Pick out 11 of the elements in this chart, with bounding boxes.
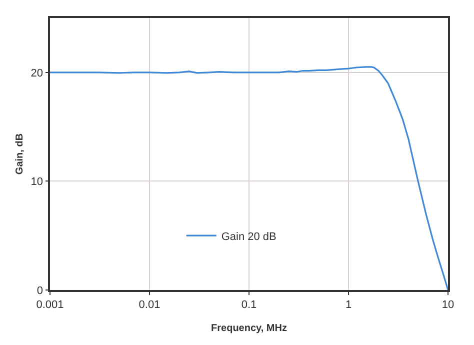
x-axis-title: Frequency, MHz bbox=[211, 322, 287, 334]
x-tick-label: 10 bbox=[442, 298, 454, 311]
y-axis-title: Gain, dB bbox=[14, 133, 26, 175]
x-tick-label: 0.001 bbox=[36, 298, 64, 311]
y-tick-label: 0 bbox=[36, 284, 44, 297]
y-tick-label: 10 bbox=[30, 176, 44, 188]
y-tick-label: 20 bbox=[30, 67, 44, 80]
legend-label: Gain 20 dB bbox=[221, 230, 276, 243]
x-tick-label: 0.1 bbox=[241, 298, 257, 311]
x-tick-label: 0.01 bbox=[138, 298, 160, 311]
x-tick-label: 1 bbox=[345, 298, 352, 311]
